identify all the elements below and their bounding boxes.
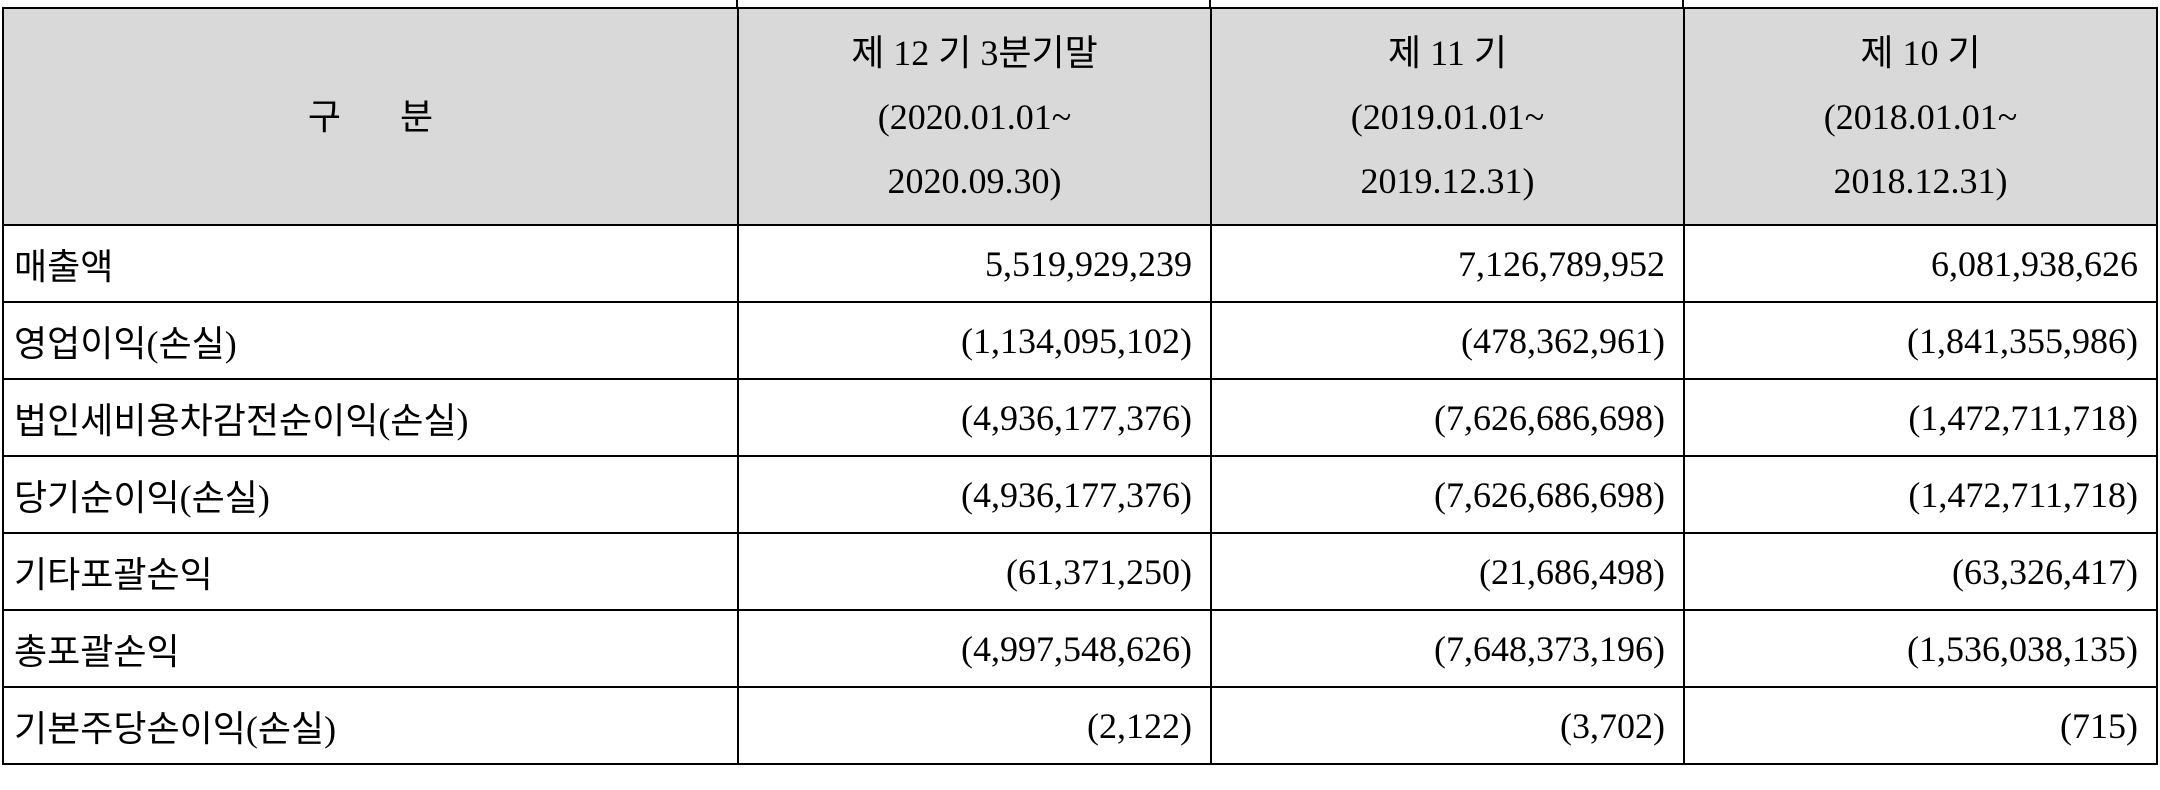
header-cell: 제 12 기 3분기말 (2020.01.01~ 2020.09.30) [737, 7, 1212, 226]
header-line: (2020.01.01~ [877, 96, 1072, 137]
value-cell: (4,936,177,376) [737, 455, 1212, 534]
value-cell: (63,326,417) [1683, 532, 2158, 611]
table-row: 매출액 5,519,929,239 7,126,789,952 6,081,938,6… [2, 224, 2158, 303]
divider [736, 0, 738, 8]
table-row: 총포괄손익 (4,997,548,626) (7,648,373,196) (1,53… [2, 609, 2158, 688]
row-label: 기타포괄손익 [2, 532, 739, 611]
header-line: 제 12 기 3분기말 [851, 32, 1098, 73]
row-label: 기본주당손이익(손실) [2, 686, 739, 765]
value-cell: (61,371,250) [737, 532, 1212, 611]
row-label: 법인세비용차감전순이익(손실) [2, 378, 739, 457]
value-cell: (7,648,373,196) [1210, 609, 1685, 688]
value-cell: (4,997,548,626) [737, 609, 1212, 688]
row-label: 매출액 [2, 224, 739, 303]
header-line: 제 11 기 [1388, 32, 1507, 73]
divider [1682, 0, 1684, 8]
header-line: 제 10 기 [1860, 32, 1981, 73]
table-body: 매출액 5,519,929,239 7,126,789,952 6,081,938,6… [2, 224, 2158, 765]
row-label: 영업이익(손실) [2, 301, 739, 380]
header-line: 2020.09.30) [887, 160, 1062, 201]
table-row: 당기순이익(손실) (4,936,177,376) (7,626,686,698)(… [2, 455, 2158, 534]
value-cell: (1,472,711,718) [1683, 455, 2158, 534]
divider [1209, 0, 1211, 8]
header-line: 구 분 [307, 96, 434, 137]
value-cell: (715) [1683, 686, 2158, 765]
value-cell: (1,536,038,135) [1683, 609, 2158, 688]
header-line: (2019.01.01~ [1350, 96, 1545, 137]
value-cell: 7,126,789,952 [1210, 224, 1685, 303]
value-cell: (4,936,177,376) [737, 378, 1212, 457]
header-cell: 제 11 기 (2019.01.01~ 2019.12.31) [1210, 7, 1685, 226]
row-label: 총포괄손익 [2, 609, 739, 688]
value-cell: (7,626,686,698) [1210, 455, 1685, 534]
header-cell: 구 분 [2, 7, 739, 226]
value-cell: (1,472,711,718) [1683, 378, 2158, 457]
table-row: 기본주당손이익(손실) (2,122) (3,702) (715) [2, 686, 2158, 765]
value-cell: (478,362,961) [1210, 301, 1685, 380]
value-cell: (2,122) [737, 686, 1212, 765]
header-line: 2018.12.31) [1833, 160, 2008, 201]
table-row: 법인세비용차감전순이익(손실) (4,936,177,376) (7,626,686… [2, 378, 2158, 457]
value-cell: (21,686,498) [1210, 532, 1685, 611]
value-cell: (3,702) [1210, 686, 1685, 765]
value-cell: (1,841,355,986) [1683, 301, 2158, 380]
table-row: 기타포괄손익 (61,371,250) (21,686,498) (63,326,41… [2, 532, 2158, 611]
value-cell: 5,519,929,239 [737, 224, 1212, 303]
header-cell: 제 10 기 (2018.01.01~ 2018.12.31) [1683, 7, 2158, 226]
header-line: 2019.12.31) [1360, 160, 1535, 201]
header-line: (2018.01.01~ [1823, 96, 2018, 137]
value-cell: (7,626,686,698) [1210, 378, 1685, 457]
table-row: 영업이익(손실) (1,134,095,102) (478,362,961) (1,8… [2, 301, 2158, 380]
value-cell: (1,134,095,102) [737, 301, 1212, 380]
row-label: 당기순이익(손실) [2, 455, 739, 534]
value-cell: 6,081,938,626 [1683, 224, 2158, 303]
